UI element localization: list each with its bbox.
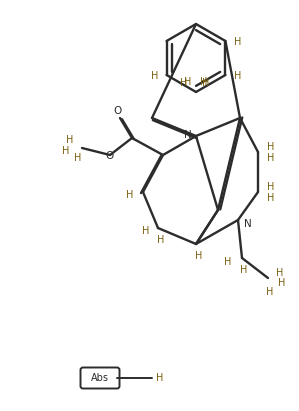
Text: H: H — [74, 153, 82, 163]
Text: H: H — [62, 146, 70, 156]
Text: H: H — [151, 71, 158, 81]
Text: H: H — [267, 153, 275, 163]
Text: H: H — [234, 71, 241, 81]
Text: H: H — [267, 142, 275, 152]
Text: H: H — [200, 77, 208, 87]
Text: H: H — [142, 226, 150, 236]
Text: H: H — [266, 287, 274, 297]
Text: H: H — [278, 278, 286, 288]
Text: H: H — [224, 257, 232, 267]
Text: N: N — [244, 219, 252, 229]
Text: H: H — [126, 190, 134, 200]
Text: H: H — [202, 78, 210, 88]
Text: H: H — [267, 182, 275, 192]
Text: H: H — [66, 135, 74, 145]
Text: H: H — [240, 265, 248, 275]
Text: H: H — [157, 235, 165, 245]
FancyBboxPatch shape — [80, 367, 120, 388]
Text: O: O — [113, 106, 121, 116]
Text: H: H — [267, 193, 275, 203]
Text: H: H — [276, 268, 284, 278]
Text: H: H — [184, 77, 192, 87]
Text: H: H — [156, 373, 164, 383]
Text: H: H — [195, 251, 203, 261]
Text: Abs: Abs — [91, 373, 109, 383]
Text: H: H — [234, 37, 241, 47]
Text: H: H — [180, 78, 188, 88]
Text: O: O — [105, 151, 113, 161]
Text: N: N — [184, 130, 192, 140]
